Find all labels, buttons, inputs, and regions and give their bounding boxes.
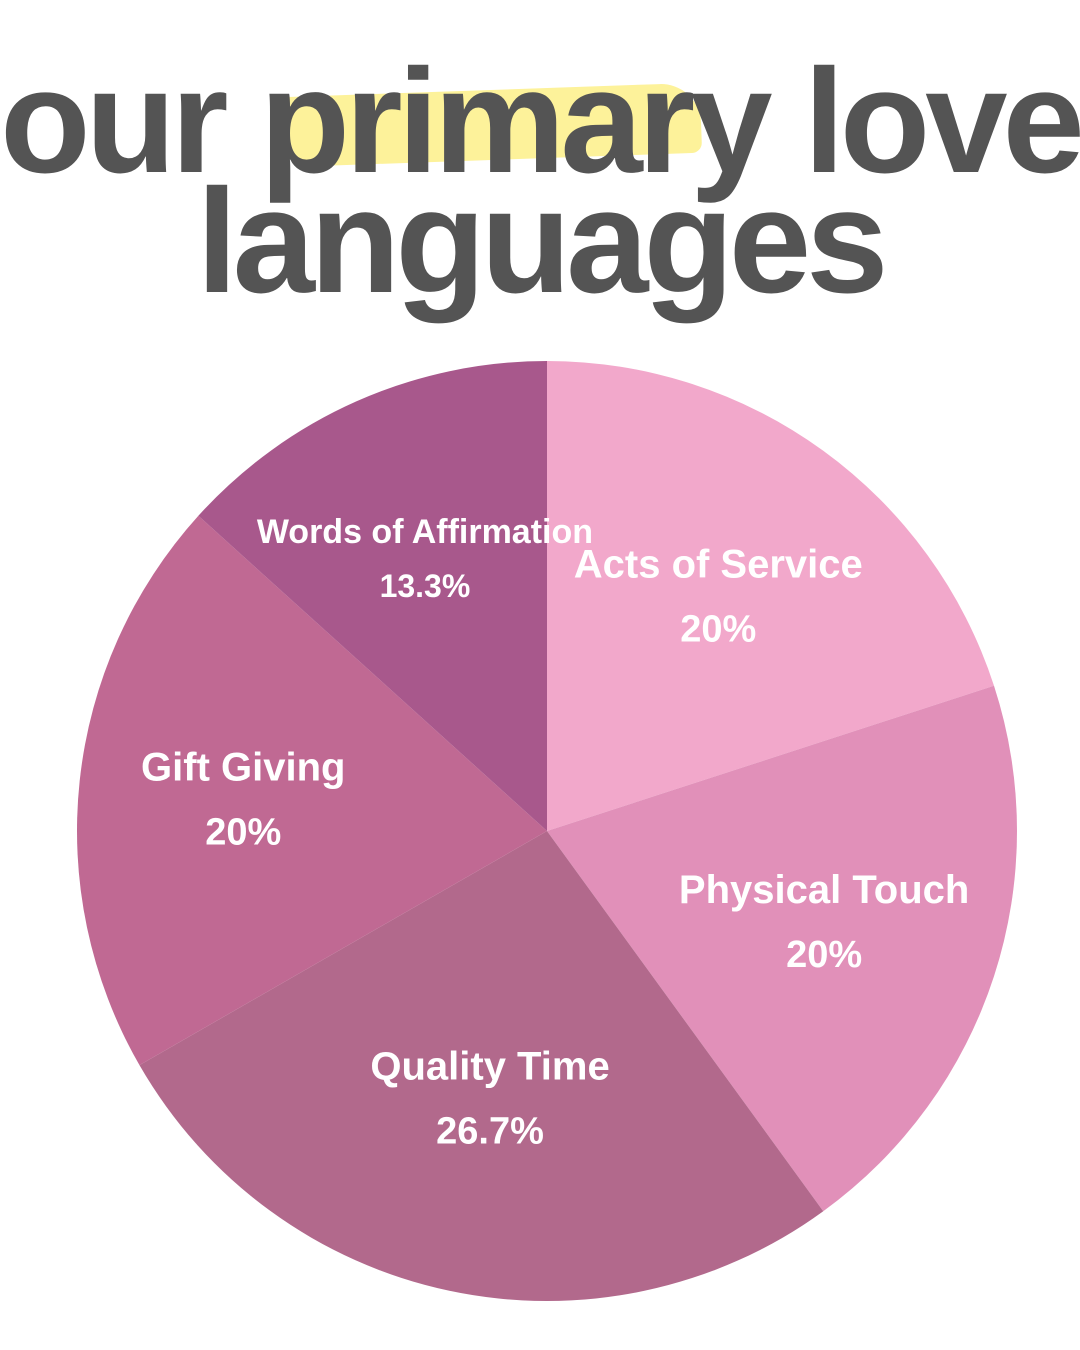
page-title: our primary love languages: [0, 48, 1080, 316]
slice-value-quality-time: 26.7%: [436, 1111, 544, 1153]
slice-label-words-of-affirmation: Words of Affirmation: [257, 513, 593, 551]
title-part-1: our: [0, 39, 260, 204]
slice-value-gift-giving: 20%: [205, 811, 281, 853]
pie-labels: Acts of Service 20% Physical Touch 20% Quali…: [141, 513, 969, 1153]
slice-label-acts-of-service: Acts of Service: [574, 542, 863, 586]
title-line-2: languages: [196, 159, 889, 324]
slice-label-quality-time: Quality Time: [370, 1045, 609, 1089]
pie-slice-words-of-affirmation: [198, 361, 548, 831]
pie-slice-physical-touch: [547, 685, 1018, 1212]
title-part-2: y love: [690, 39, 1080, 204]
title-line-1: our primary love: [0, 48, 1080, 196]
pie-slice-gift-giving: [77, 515, 548, 1066]
pie-slice-quality-time: [139, 831, 824, 1301]
slice-label-gift-giving: Gift Giving: [141, 745, 345, 789]
slice-value-words-of-affirmation: 13.3%: [380, 568, 471, 604]
slice-label-physical-touch: Physical Touch: [679, 868, 969, 912]
title-highlight: primar: [260, 48, 702, 196]
title-highlight-text: primar: [259, 39, 696, 204]
pie-slice-acts-of-service: [547, 361, 994, 831]
slice-value-acts-of-service: 20%: [680, 608, 756, 650]
pie-slices: [77, 361, 1018, 1301]
slice-value-physical-touch: 20%: [786, 934, 862, 976]
